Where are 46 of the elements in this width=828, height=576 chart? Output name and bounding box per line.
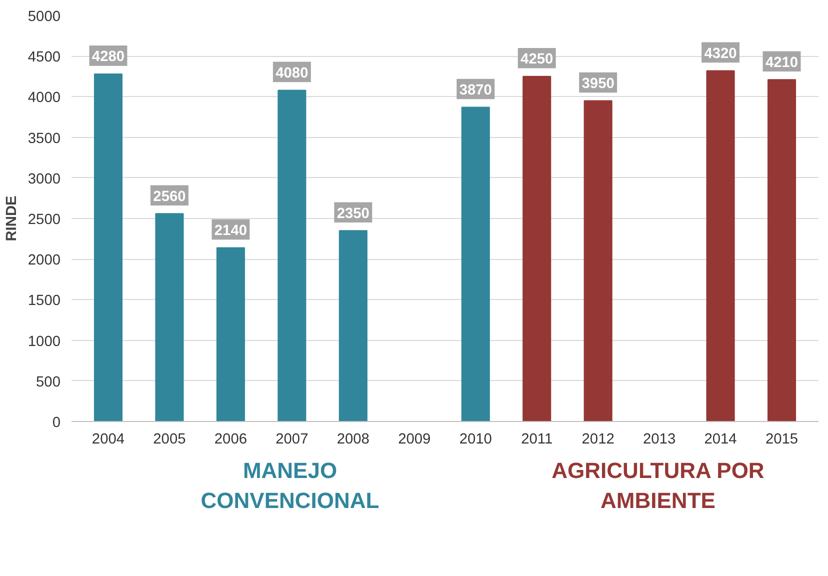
x-tick-label: 2008 [336,432,370,448]
data-label: 3870 [459,82,492,98]
y-tick-label: 3500 [28,130,61,147]
bar [522,76,552,422]
bar [767,79,796,422]
data-label: 2350 [336,206,370,222]
bar [278,90,306,422]
bar [584,100,612,422]
data-label: 2140 [214,222,248,239]
y-tick-label: 1500 [28,293,61,310]
x-tick-label: 2011 [521,432,553,448]
y-tick-label: 4000 [28,90,61,106]
bar [94,73,123,422]
data-label: 2560 [153,188,186,205]
bar [461,106,490,422]
x-tick-label: 2014 [704,432,737,448]
y-tick-label: 2000 [28,252,61,269]
x-tick-label: 2013 [643,432,676,448]
x-tick-label: 2004 [92,432,125,448]
x-tick-label: 2007 [276,432,308,448]
bar [338,230,368,422]
data-label: 4320 [704,46,737,62]
data-label: 4250 [520,52,554,68]
bar [216,247,245,422]
x-tick-label: 2012 [582,432,614,448]
series-label: AGRICULTURA POR AMBIENTE [550,457,766,515]
y-tick-label: 1000 [28,334,61,350]
y-tick-label: 4500 [28,50,61,66]
data-label: 4080 [276,65,308,82]
data-label: 3950 [582,76,614,92]
x-tick-label: 2009 [398,432,431,448]
bar [155,213,184,422]
data-label: 4280 [92,49,125,66]
x-tick-label: 2006 [214,432,248,448]
y-tick-label: 5000 [28,9,61,25]
x-tick-label: 2015 [765,432,798,448]
data-label: 4210 [765,54,798,71]
y-tick-label: 3000 [28,171,61,188]
y-tick-label: 0 [52,415,61,431]
y-axis-title: RINDE [4,195,20,242]
series-label: MANEJO CONVENCIONAL [200,457,380,515]
x-tick-label: 2010 [459,432,492,448]
y-tick-label: 2500 [28,212,61,228]
x-tick-label: 2005 [153,432,186,448]
bar [706,70,735,422]
y-tick-label: 500 [36,374,61,390]
